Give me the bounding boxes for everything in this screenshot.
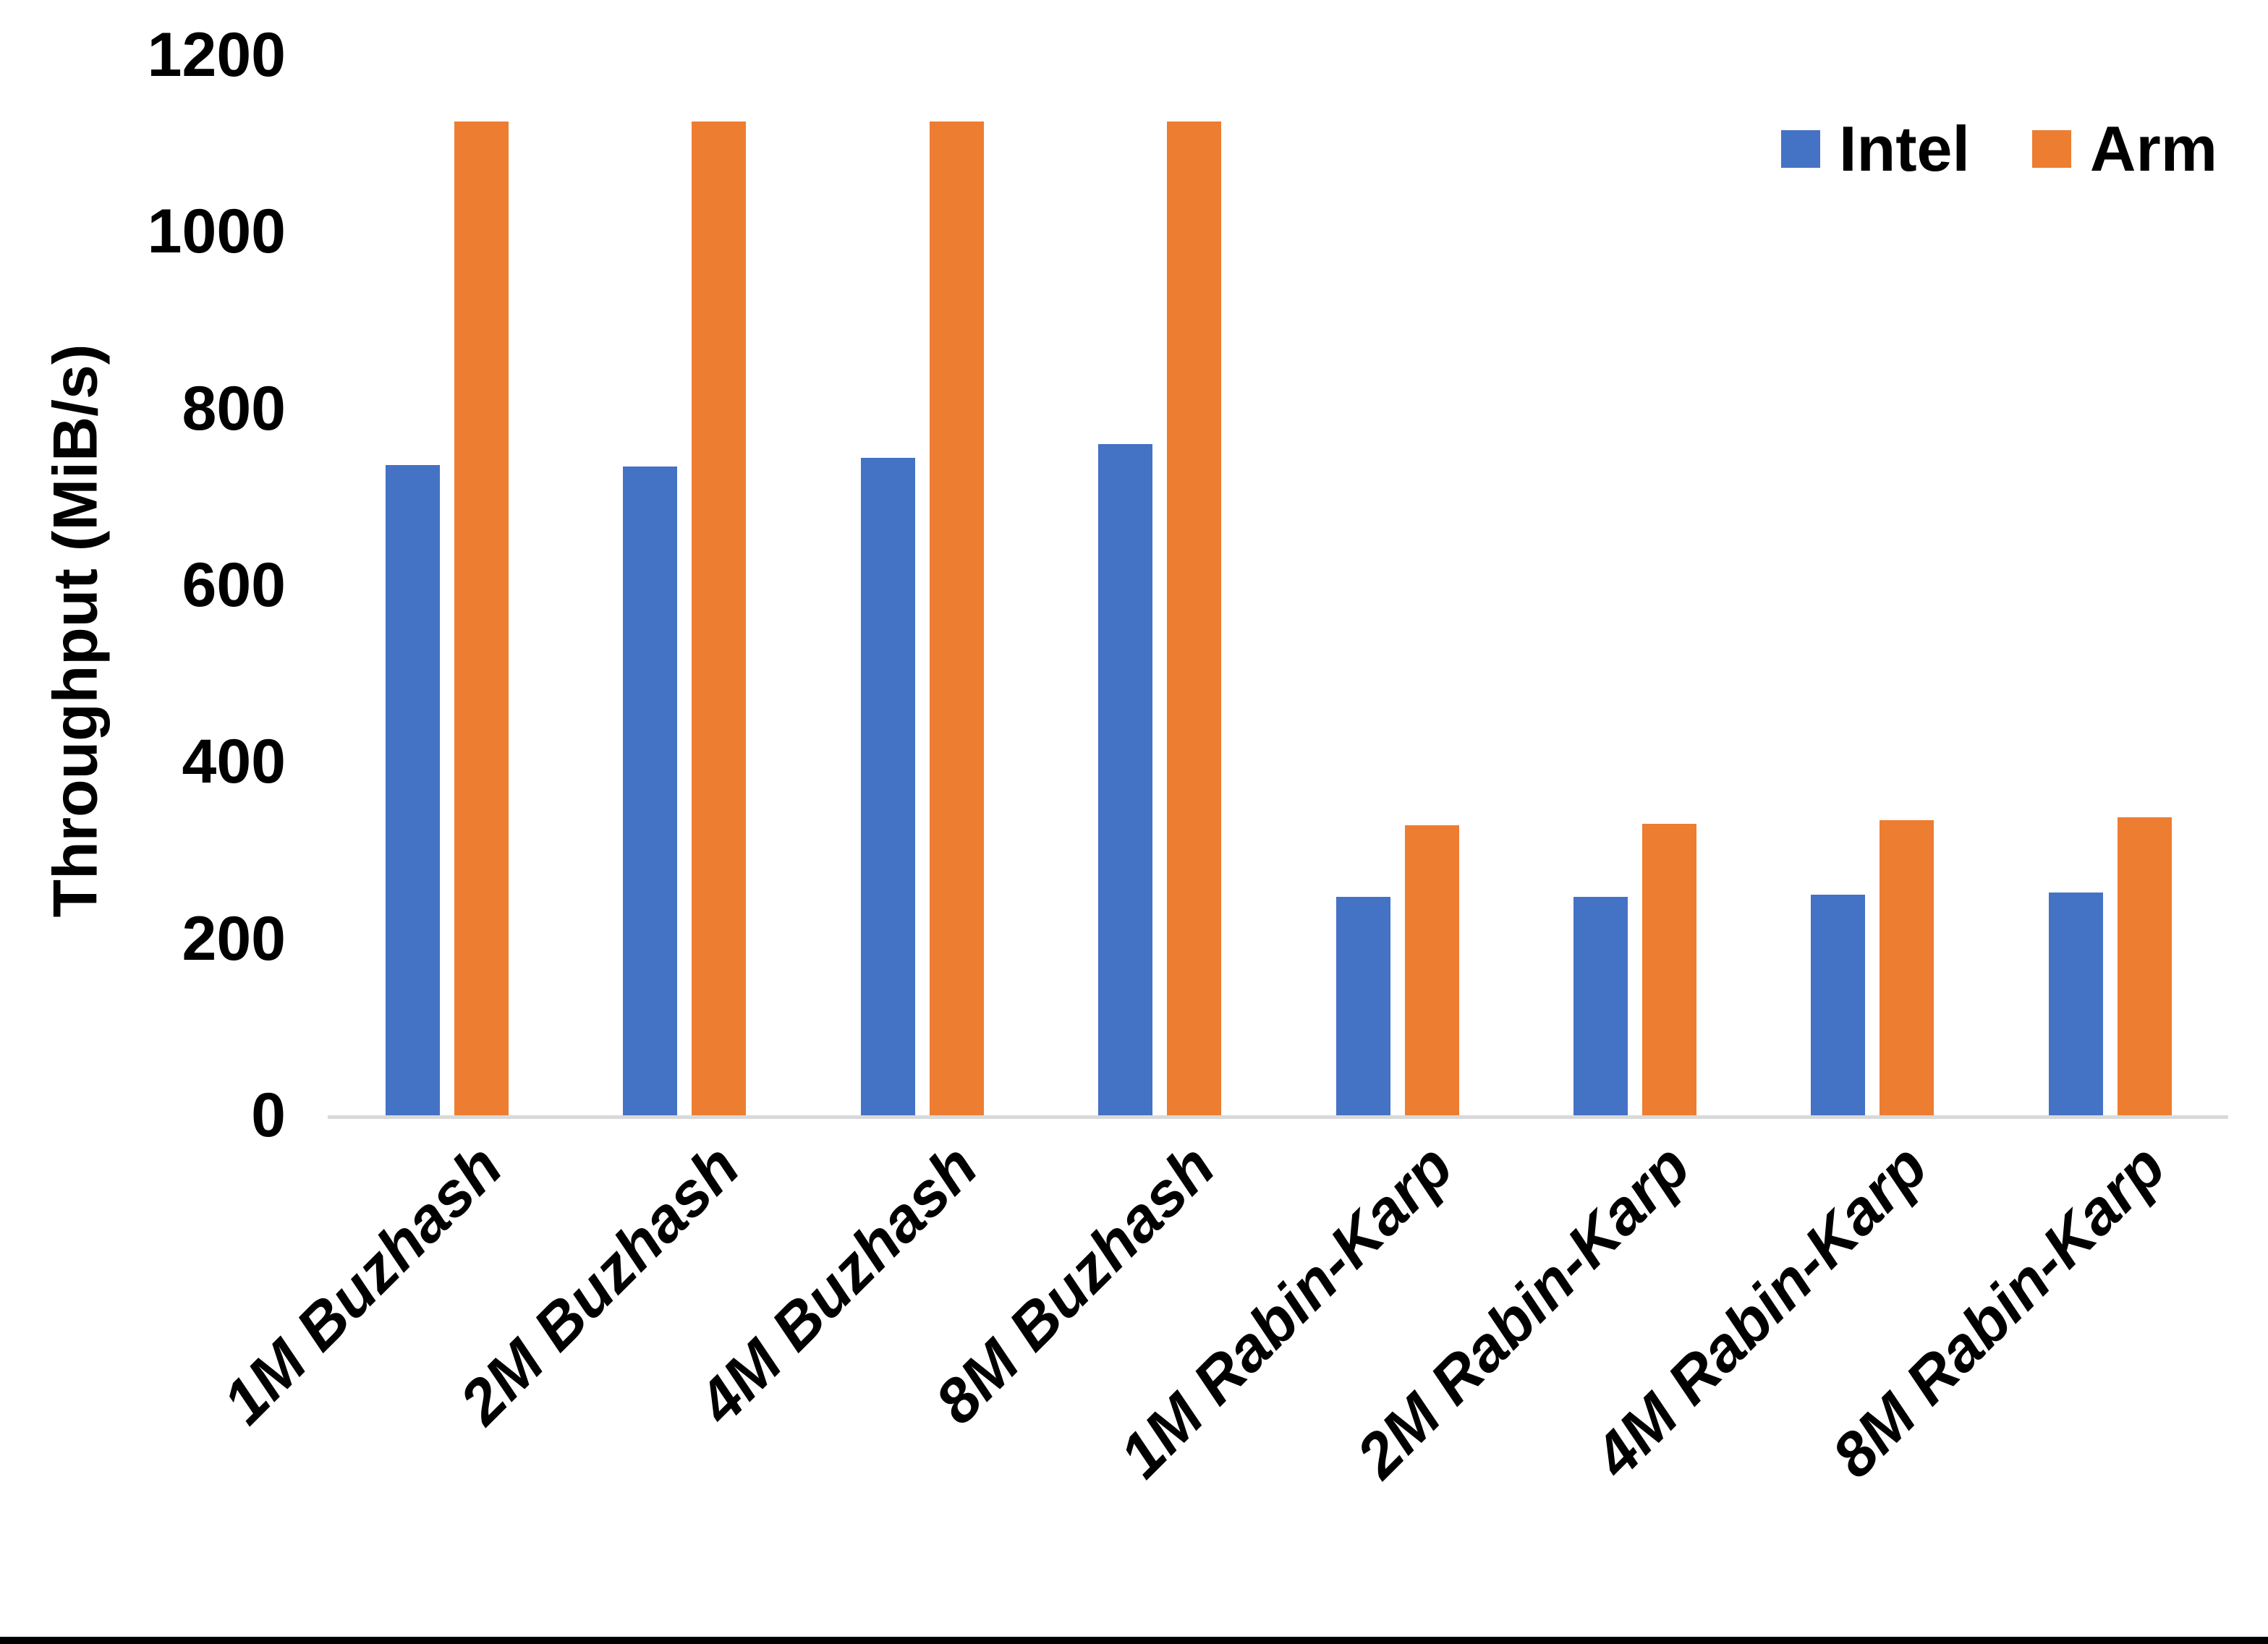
y-tick-label-1000: 1000 bbox=[147, 197, 286, 267]
bar-intel-8m-buzhash bbox=[1098, 443, 1153, 1115]
y-tick-label-800: 800 bbox=[182, 373, 286, 443]
bar-intel-8m-rabin-karp bbox=[2048, 893, 2103, 1115]
x-category-label-8m-buzhash: 8M Buzhash bbox=[922, 1131, 1228, 1438]
bottom-border bbox=[0, 1637, 2268, 1644]
bar-arm-4m-rabin-karp bbox=[1880, 819, 1934, 1115]
y-tick-label-600: 600 bbox=[182, 550, 286, 620]
legend-swatch-intel bbox=[1781, 130, 1820, 168]
bar-intel-2m-buzhash bbox=[623, 467, 678, 1115]
y-tick-label-0: 0 bbox=[251, 1081, 286, 1150]
bar-intel-4m-buzhash bbox=[860, 458, 915, 1115]
plot-area bbox=[328, 55, 2228, 1119]
y-axis-tick-labels: 0 200 400 600 800 1000 1200 bbox=[0, 0, 286, 1644]
legend-item-intel: Intel bbox=[1781, 117, 1970, 181]
bar-intel-1m-buzhash bbox=[386, 464, 440, 1115]
bar-arm-8m-rabin-karp bbox=[2117, 817, 2172, 1115]
y-tick-label-200: 200 bbox=[182, 903, 286, 974]
bar-intel-4m-rabin-karp bbox=[1811, 894, 1866, 1115]
legend-item-arm: Arm bbox=[2031, 113, 2217, 184]
x-category-label-1m-rabin-karp: 1M Rabin-Karp bbox=[1105, 1131, 1466, 1491]
bar-arm-2m-rabin-karp bbox=[1641, 823, 1696, 1115]
legend-label-intel: Intel bbox=[1839, 113, 1970, 184]
bar-arm-1m-rabin-karp bbox=[1404, 825, 1459, 1115]
x-category-label-4m-rabin-karp: 4M Rabin-Karp bbox=[1581, 1131, 1941, 1491]
y-tick-label-1200: 1200 bbox=[147, 20, 286, 90]
x-category-label-2m-rabin-karp: 2M Rabin-Karp bbox=[1343, 1131, 1704, 1491]
bar-arm-4m-buzhash bbox=[929, 121, 984, 1115]
legend-swatch-arm bbox=[2031, 130, 2071, 168]
bar-intel-1m-rabin-karp bbox=[1335, 897, 1390, 1115]
bar-arm-8m-buzhash bbox=[1167, 121, 1222, 1115]
y-tick-label-400: 400 bbox=[182, 727, 286, 797]
x-category-label-4m-buzhash: 4M Buzhash bbox=[684, 1131, 991, 1438]
legend-label-arm: Arm bbox=[2089, 113, 2217, 184]
x-category-label-8m-rabin-karp: 8M Rabin-Karp bbox=[1818, 1131, 2178, 1491]
bar-arm-1m-buzhash bbox=[454, 121, 509, 1115]
bar-intel-2m-rabin-karp bbox=[1573, 897, 1628, 1115]
bar-arm-2m-buzhash bbox=[692, 121, 747, 1115]
legend: Intel Arm bbox=[1781, 108, 2217, 189]
